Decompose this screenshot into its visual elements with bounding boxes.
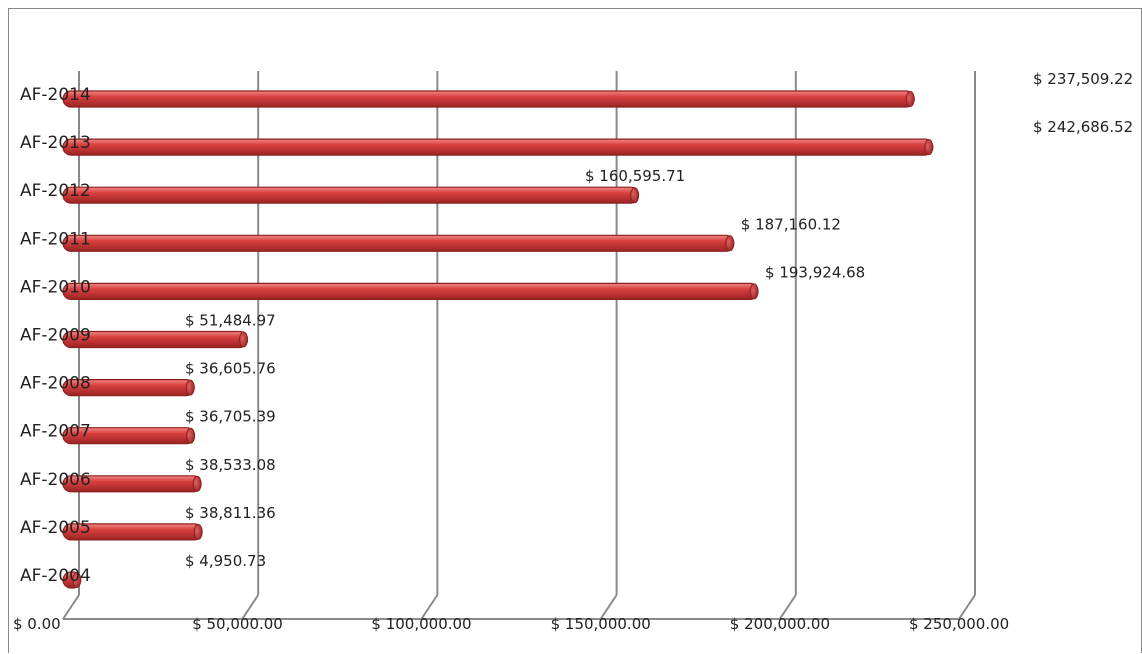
category-label: AF-2004	[20, 566, 91, 586]
bar-cap	[72, 572, 82, 588]
data-label: $ 51,484.97	[185, 312, 276, 330]
grid-layer	[62, 71, 976, 620]
category-label: AF-2010	[20, 277, 91, 297]
data-label: $ 36,605.76	[185, 360, 276, 378]
bars-layer	[62, 90, 934, 589]
category-label: AF-2014	[20, 85, 91, 105]
gridline-foot-1	[241, 594, 260, 620]
category-label: AF-2009	[20, 326, 91, 346]
category-label: AF-2007	[20, 422, 91, 442]
x-tick-label: $ 200,000.00	[730, 615, 830, 633]
category-label: AF-2008	[20, 374, 91, 394]
gridline-foot-4	[778, 594, 797, 620]
bar-af-2011	[62, 234, 735, 252]
chart-frame: $ 0.00 $ 50,000.00 $ 100,000.00 $ 150,000.0…	[8, 8, 1142, 653]
bar-cap	[239, 331, 249, 348]
x-tick-label: $ 100,000.00	[371, 615, 471, 633]
data-label: $ 187,160.12	[741, 215, 841, 233]
bar-cap	[749, 283, 759, 300]
data-label: $ 38,533.08	[185, 456, 276, 474]
category-label: AF-2011	[20, 229, 91, 249]
bar-cap	[192, 475, 202, 492]
gridline-foot-2	[420, 594, 439, 620]
data-label: $ 36,705.39	[185, 408, 276, 426]
data-label: $ 193,924.68	[765, 263, 865, 281]
bar-af-2013	[62, 138, 934, 156]
bar-cap	[193, 523, 203, 540]
category-label: AF-2013	[20, 133, 91, 153]
category-label: AF-2005	[20, 518, 91, 538]
bar-cap	[725, 235, 735, 252]
bar-cap	[924, 139, 934, 156]
labels-layer: $ 0.00 $ 50,000.00 $ 100,000.00 $ 150,000.0…	[13, 70, 1133, 633]
bar-cap	[185, 379, 195, 396]
category-label: AF-2012	[20, 181, 91, 201]
x-tick-label: $ 150,000.00	[551, 615, 651, 633]
data-label: $ 38,811.36	[185, 504, 276, 522]
x-tick-label: $ 50,000.00	[192, 615, 283, 633]
bar-af-2014	[62, 90, 915, 108]
bar-af-2012	[62, 186, 640, 204]
category-label: AF-2006	[20, 470, 91, 490]
x-tick-label: $ 250,000.00	[909, 615, 1009, 633]
data-label: $ 242,686.52	[1033, 118, 1133, 136]
gridline-foot-5	[958, 594, 976, 620]
bar-cap	[186, 427, 196, 444]
gridline-foot-0	[62, 594, 80, 620]
data-label: $ 4,950.73	[185, 552, 266, 570]
bar-cap	[905, 91, 915, 107]
x-tick-label: $ 0.00	[13, 615, 61, 633]
bar-cap	[630, 187, 640, 204]
data-label: $ 237,509.22	[1033, 70, 1133, 88]
bar-chart: $ 0.00 $ 50,000.00 $ 100,000.00 $ 150,000.0…	[13, 70, 1133, 633]
data-label: $ 160,595.71	[585, 167, 685, 185]
bar-af-2010	[62, 282, 759, 300]
gridline-foot-3	[599, 594, 618, 620]
